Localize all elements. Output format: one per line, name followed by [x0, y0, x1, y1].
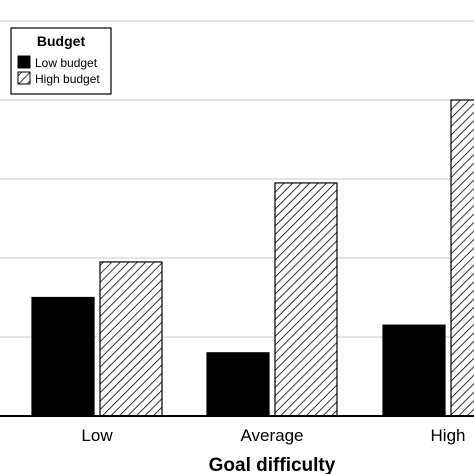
bar-average-high-budget: [274, 182, 338, 417]
x-tick-labels: Low Average High: [81, 426, 465, 445]
bar-high-low-budget: [382, 324, 446, 417]
x-tick-label-average: Average: [240, 426, 303, 445]
legend-label-low-budget: Low budget: [35, 56, 98, 70]
x-tick-label-high: High: [431, 426, 466, 445]
x-tick-label-low: Low: [81, 426, 113, 445]
legend-swatch-low-budget: [17, 55, 31, 69]
bars: [31, 99, 474, 417]
legend-swatch-high-budget: [17, 71, 31, 85]
bar-low-low-budget: [31, 296, 95, 417]
x-axis-title: Goal difficulty: [209, 455, 336, 474]
bar-high-high-budget: [450, 99, 474, 417]
legend-title: Budget: [37, 33, 86, 49]
bar-low-high-budget: [99, 261, 163, 417]
legend: Budget Low budget High budget: [10, 27, 112, 95]
bar-average-low-budget: [206, 352, 270, 417]
legend-label-high-budget: High budget: [35, 72, 100, 86]
